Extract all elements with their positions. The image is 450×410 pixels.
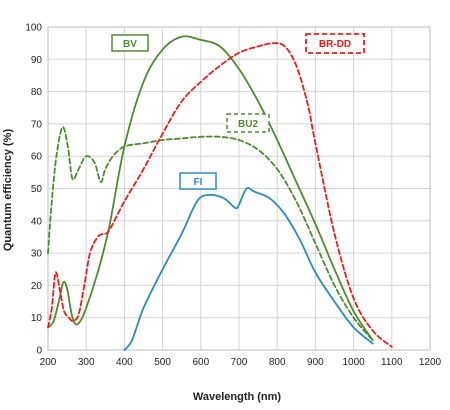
y-tick-label: 50 [31,184,43,195]
x-tick-label: 800 [269,357,286,368]
x-tick-label: 400 [116,357,133,368]
legend-bv: BV [111,34,149,52]
grid-lines [47,26,431,351]
legend-fi: FI [179,172,217,190]
y-tick-label: 40 [31,216,43,227]
series-line-fi [123,186,374,351]
y-tick-label: 20 [31,281,43,292]
y-tick-labels: 0 10 20 30 40 50 60 70 80 90 100 [25,23,42,357]
x-axis-title: Wavelength (nm) [193,391,282,403]
y-tick-label: 10 [31,313,43,324]
y-tick-label: 80 [31,87,43,98]
series-line-br-dd [47,42,393,348]
x-tick-label: 900 [307,357,324,368]
y-tick-label: 90 [31,55,43,66]
y-tick-label: 60 [31,152,43,163]
legend-bv-label: BV [123,39,137,50]
y-axis-title: Quantum efficiency (%) [2,129,14,252]
series-line-bv [47,35,374,342]
y-tick-label: 30 [31,249,43,260]
legend-bu2-box [226,113,270,133]
series-lines [47,35,393,351]
x-tick-label: 300 [78,357,95,368]
legend-fi-box [179,172,217,190]
series-line-bu2 [47,126,374,342]
x-tick-label: 700 [231,357,248,368]
legend-bu2: BU2 [226,113,270,133]
x-tick-label: 1100 [381,357,403,368]
x-tick-label: 1200 [419,357,442,368]
x-tick-label: 1000 [342,357,365,368]
legend-br-dd-label: BR-DD [319,39,351,50]
x-tick-label: 500 [154,357,171,368]
legend-br-dd: BR-DD [305,33,365,54]
y-tick-label: 100 [25,23,42,34]
x-tick-label: 600 [192,357,209,368]
x-tick-labels: 200 300 400 500 600 700 800 900 1000 1100 1200 [40,357,442,368]
legend-br-dd-box [305,33,365,54]
legend-fi-label: FI [194,177,203,188]
y-tick-label: 0 [36,346,42,357]
plot-frame [47,26,431,351]
x-tick-label: 200 [40,357,57,368]
y-tick-label: 70 [31,119,43,130]
legend-bu2-label: BU2 [238,119,258,130]
legend-bv-box [111,34,149,52]
